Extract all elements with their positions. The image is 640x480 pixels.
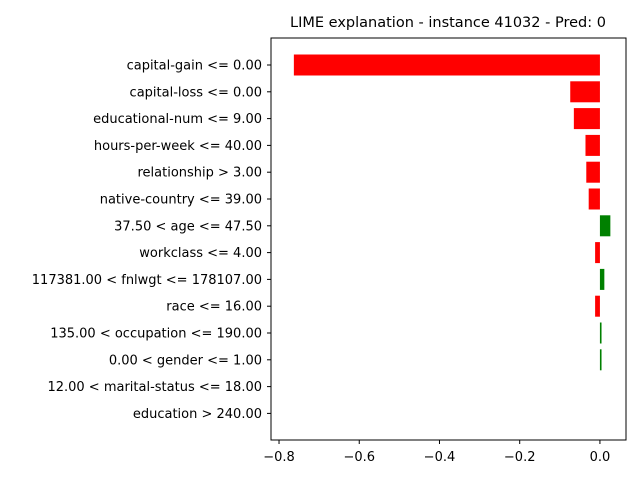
x-axis-ticks: −0.8 −0.6 −0.4 −0.2 0.0 <box>263 440 610 465</box>
category-label: 117381.00 < fnlwgt <= 178107.00 <box>32 273 262 288</box>
bar-7 <box>595 242 600 264</box>
bar-10 <box>599 322 602 344</box>
bar-2 <box>573 108 600 130</box>
x-tick-label: −0.6 <box>343 450 375 465</box>
category-label: 12.00 < marital-status <= 18.00 <box>47 380 262 395</box>
bar-11 <box>599 349 602 371</box>
x-tick-label: −0.2 <box>504 450 536 465</box>
bar-5 <box>588 188 600 210</box>
x-tick-label: 0.0 <box>590 450 611 465</box>
category-label: capital-gain <= 0.00 <box>127 59 262 74</box>
bar-9 <box>595 295 600 317</box>
category-label: hours-per-week <= 40.00 <box>94 139 262 154</box>
category-label: workclass <= 4.00 <box>139 246 262 261</box>
chart-title: LIME explanation - instance 41032 - Pred… <box>290 15 606 31</box>
category-label: relationship > 3.00 <box>137 166 262 181</box>
x-tick-label: −0.4 <box>424 450 456 465</box>
bar-1 <box>570 81 600 103</box>
plot-area-frame <box>270 37 627 441</box>
category-label: native-country <= 39.00 <box>100 193 262 208</box>
category-label: race <= 16.00 <box>166 300 262 315</box>
category-labels: capital-gain <= 0.00 capital-loss <= 0.00… <box>32 59 271 422</box>
category-label: 135.00 < occupation <= 190.00 <box>50 327 262 342</box>
bar-6 <box>599 215 611 237</box>
category-label: 37.50 < age <= 47.50 <box>114 219 262 234</box>
category-label: capital-loss <= 0.00 <box>130 85 262 100</box>
bar-3 <box>585 134 600 156</box>
category-label: educational-num <= 9.00 <box>93 112 262 127</box>
category-label: education > 240.00 <box>133 407 262 422</box>
bars-layer <box>293 54 611 371</box>
x-tick-label: −0.8 <box>263 450 295 465</box>
bar-0 <box>293 54 600 76</box>
category-label: 0.00 < gender <= 1.00 <box>109 353 262 368</box>
bar-4 <box>586 161 600 183</box>
bar-8 <box>599 268 605 290</box>
